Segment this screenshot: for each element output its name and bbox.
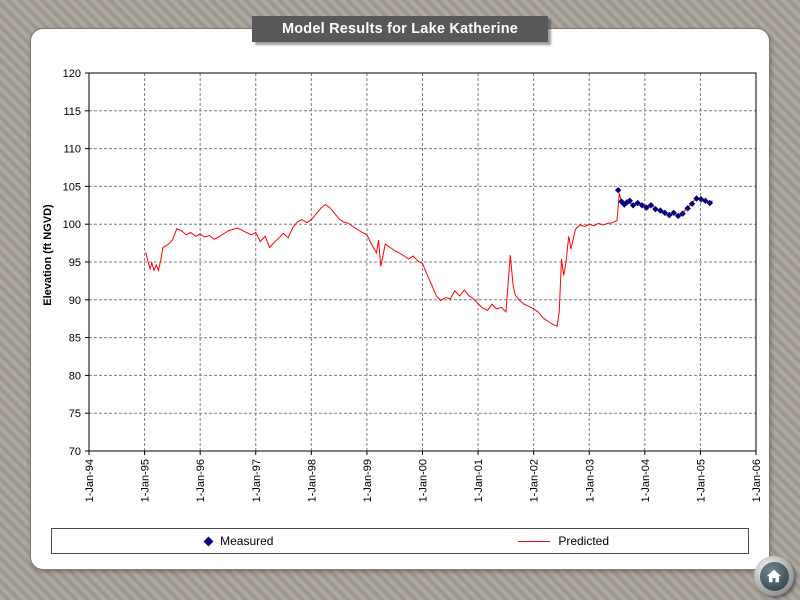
svg-text:1-Jan-03: 1-Jan-03 <box>584 459 596 502</box>
svg-text:1-Jan-00: 1-Jan-00 <box>418 459 430 502</box>
legend-item-predicted: Predicted <box>518 534 609 548</box>
svg-text:90: 90 <box>69 295 81 307</box>
svg-text:1-Jan-96: 1-Jan-96 <box>195 459 207 502</box>
svg-text:1-Jan-06: 1-Jan-06 <box>751 459 763 502</box>
home-button[interactable] <box>754 556 794 596</box>
chart-svg: 70 75 80 85 90 95 100 105 110 115 120 1-Jan-94 1-Jan… <box>63 68 763 502</box>
measured-marker-icon <box>203 536 214 546</box>
legend-item-measured: Measured <box>203 534 274 548</box>
svg-text:100: 100 <box>63 219 81 231</box>
svg-text:1-Jan-05: 1-Jan-05 <box>695 459 707 502</box>
predicted-line-icon <box>518 540 551 542</box>
svg-text:1-Jan-04: 1-Jan-04 <box>640 459 652 502</box>
svg-text:115: 115 <box>63 106 81 118</box>
svg-text:1-Jan-99: 1-Jan-99 <box>362 459 374 502</box>
svg-text:105: 105 <box>63 181 81 193</box>
svg-text:120: 120 <box>63 68 81 80</box>
y-axis-title: Elevation (ft NGVD) <box>42 204 54 306</box>
svg-text:80: 80 <box>69 370 81 382</box>
svg-text:1-Jan-98: 1-Jan-98 <box>306 459 318 502</box>
svg-text:1-Jan-95: 1-Jan-95 <box>140 459 152 502</box>
svg-text:75: 75 <box>69 408 81 420</box>
svg-text:95: 95 <box>69 257 81 269</box>
title-banner: Model Results for Lake Katherine <box>251 16 549 42</box>
slide-panel: 70 75 80 85 90 95 100 105 110 115 120 1-Jan-94 1-Jan… <box>30 28 770 570</box>
legend-label-measured: Measured <box>220 534 274 548</box>
svg-text:70: 70 <box>69 446 81 458</box>
svg-text:1-Jan-01: 1-Jan-01 <box>473 459 485 502</box>
legend: Measured Predicted <box>51 528 749 554</box>
svg-text:1-Jan-02: 1-Jan-02 <box>529 459 541 502</box>
svg-text:1-Jan-94: 1-Jan-94 <box>84 459 96 502</box>
home-icon <box>759 561 789 591</box>
legend-label-predicted: Predicted <box>558 534 610 548</box>
svg-text:110: 110 <box>63 144 81 156</box>
svg-text:1-Jan-97: 1-Jan-97 <box>251 459 263 502</box>
svg-text:85: 85 <box>69 333 81 345</box>
